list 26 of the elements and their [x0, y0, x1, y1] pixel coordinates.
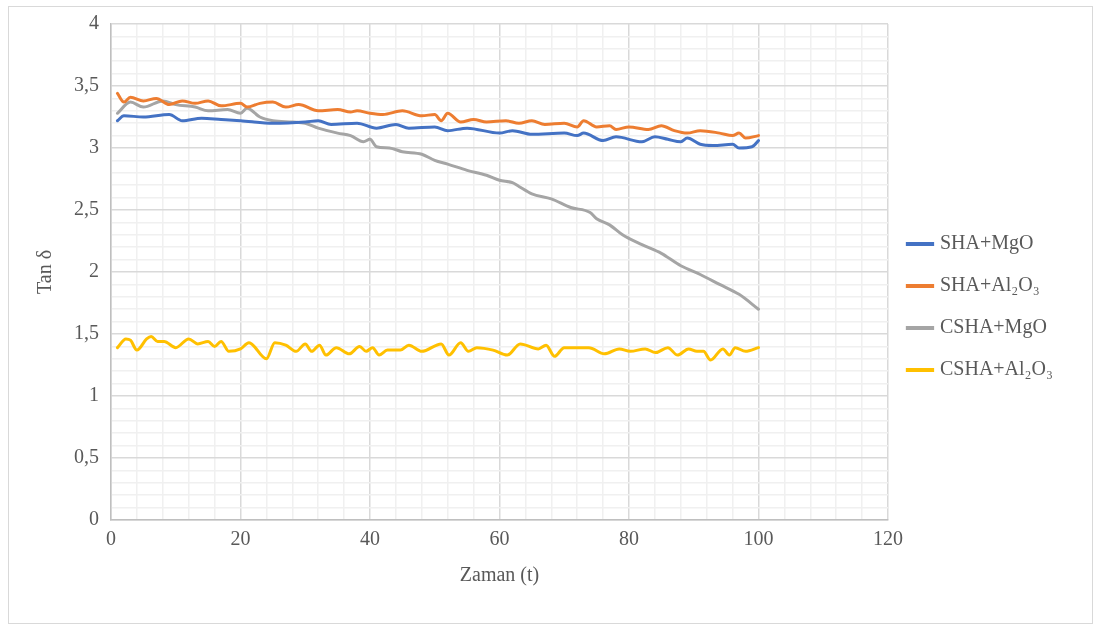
legend-label: SHA+MgO — [939, 231, 1034, 255]
x-tick-label: 20 — [230, 527, 251, 550]
x-tick-label: 40 — [359, 527, 380, 550]
x-axis-title: Zaman (t) — [459, 563, 540, 587]
line-series — [115, 113, 760, 150]
y-tick-label: 0,5 — [74, 445, 99, 468]
legend-label: SHA+Al₂O₃ — [939, 273, 1040, 296]
x-tick-label: 120 — [872, 527, 903, 550]
x-tick-label: 80 — [618, 527, 639, 550]
x-tick-label: 0 — [106, 527, 116, 550]
y-tick-label: 1,5 — [74, 321, 99, 344]
y-tick-label: 0 — [89, 507, 99, 530]
line-series — [115, 334, 760, 362]
y-tick-label: 2,5 — [74, 197, 99, 220]
y-tick-label: 2 — [89, 259, 99, 282]
y-tick-label: 3 — [89, 135, 99, 158]
y-axis-title: Tan δ — [33, 249, 56, 295]
line-series — [115, 91, 760, 140]
legend-label: CSHA+Al₂O₃ — [939, 357, 1054, 380]
y-tick-label: 4 — [89, 11, 99, 34]
y-tick-label: 3,5 — [74, 73, 99, 96]
x-tick-label: 100 — [743, 527, 774, 550]
line-series — [115, 99, 760, 311]
y-tick-label: 1 — [89, 383, 99, 406]
x-tick-label: 60 — [489, 527, 510, 550]
legend-label: CSHA+MgO — [939, 315, 1047, 339]
